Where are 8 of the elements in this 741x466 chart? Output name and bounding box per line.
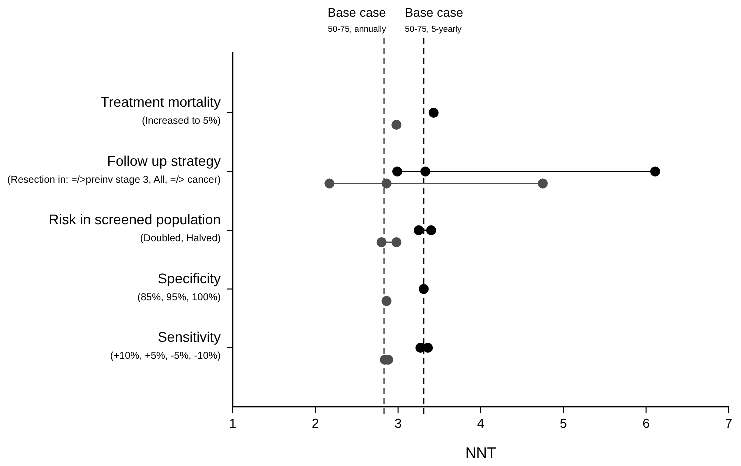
x-tick-label: 2 [312, 416, 320, 431]
x-tick-label: 6 [642, 416, 650, 431]
x-tick-label: 1 [229, 416, 237, 431]
x-tick-label: 5 [560, 416, 568, 431]
x-tick-label: 3 [394, 416, 402, 431]
x-tick-label: 4 [477, 416, 485, 431]
x-axis-title: NNT [466, 445, 496, 462]
x-tick-label: 7 [725, 416, 733, 431]
